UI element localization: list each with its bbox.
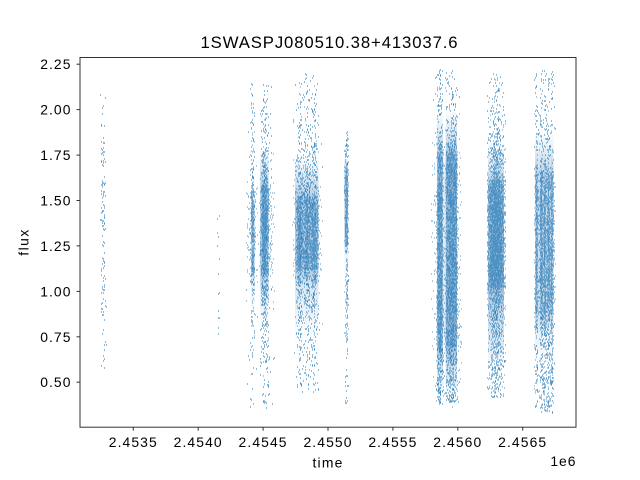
svg-text:time: time [312,455,343,471]
svg-text:0.50: 0.50 [40,374,71,390]
svg-text:2.25: 2.25 [40,56,71,72]
svg-text:1SWASPJ080510.38+413037.6: 1SWASPJ080510.38+413037.6 [200,33,458,52]
svg-text:2.00: 2.00 [40,102,71,118]
svg-text:1.75: 1.75 [40,147,71,163]
svg-text:1.25: 1.25 [40,238,71,254]
svg-text:2.4545: 2.4545 [239,434,288,450]
svg-text:1.50: 1.50 [40,193,71,209]
svg-text:flux: flux [16,228,32,255]
svg-text:2.4540: 2.4540 [174,434,223,450]
svg-text:1.00: 1.00 [40,283,71,299]
svg-text:2.4550: 2.4550 [303,434,352,450]
svg-text:1e6: 1e6 [550,453,576,469]
svg-text:2.4560: 2.4560 [433,434,482,450]
svg-text:2.4565: 2.4565 [498,434,547,450]
svg-text:2.4555: 2.4555 [368,434,417,450]
svg-text:0.75: 0.75 [40,329,71,345]
svg-text:2.4535: 2.4535 [109,434,158,450]
